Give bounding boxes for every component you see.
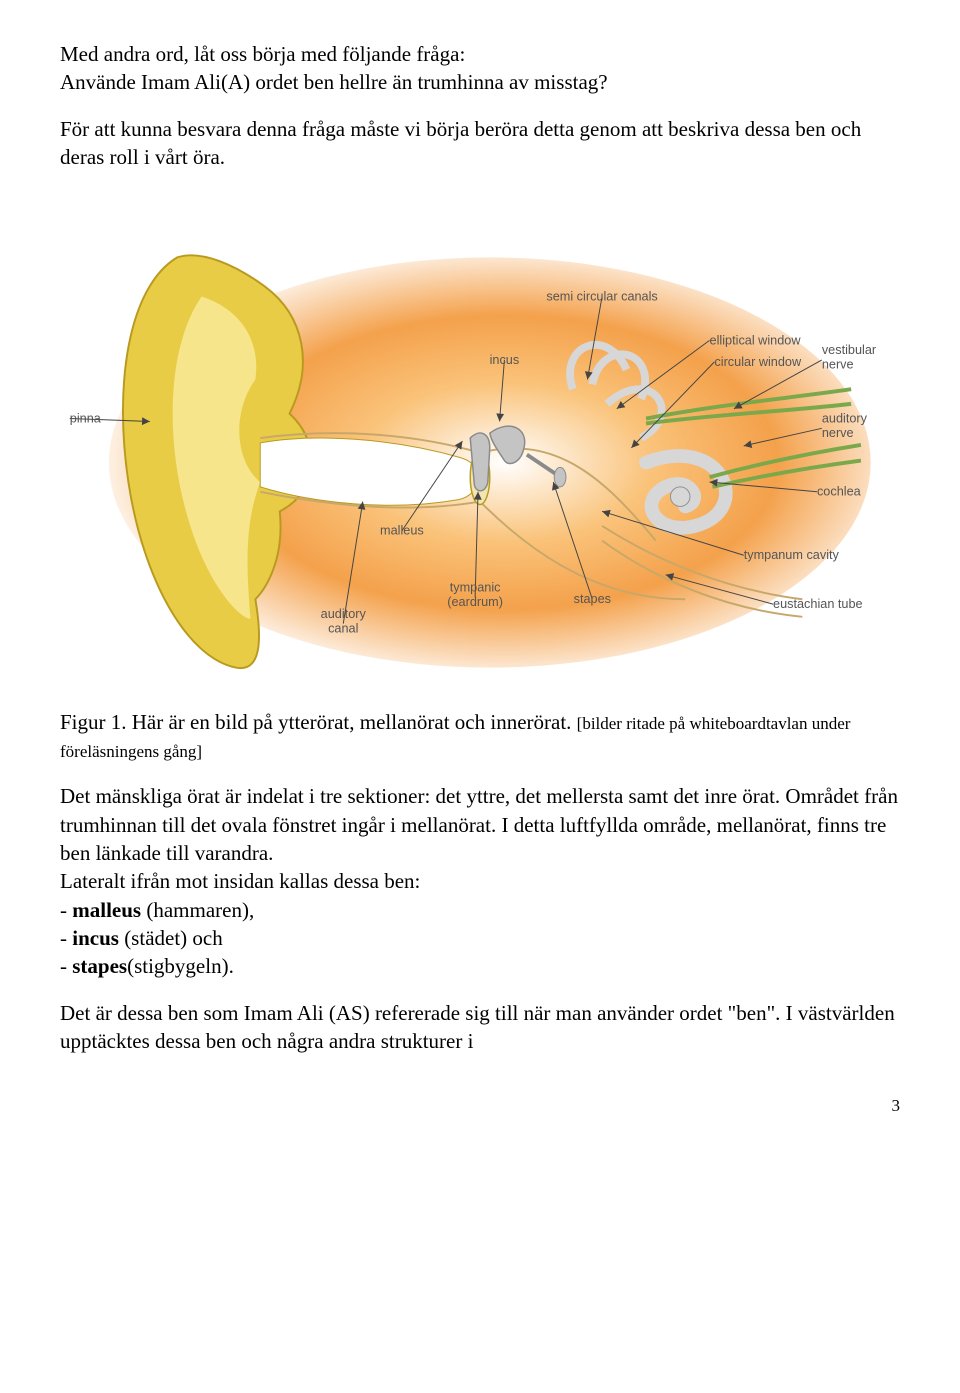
ear-diagram-svg: pinna malleus incus semi circular canals ell… xyxy=(60,189,900,687)
label-ellip: elliptical window xyxy=(710,334,802,348)
bone-item-malleus: - malleus (hammaren), xyxy=(60,896,900,924)
label-circ: circular window xyxy=(714,355,802,369)
label-tymcav: tympanum cavity xyxy=(744,549,840,563)
figure-caption: Figur 1. Här är en bild på ytterörat, me… xyxy=(60,708,900,765)
intro-line-1: Med andra ord, låt oss börja med följand… xyxy=(60,40,900,97)
bone-item-incus: - incus (städet) och xyxy=(60,924,900,952)
label-eust: eustachian tube xyxy=(773,597,863,611)
label-pinna: pinna xyxy=(70,412,102,426)
closing-para: Det är dessa ben som Imam Ali (AS) refer… xyxy=(60,999,900,1056)
page-number: 3 xyxy=(60,1095,900,1118)
label-cochlea: cochlea xyxy=(817,485,862,499)
label-tymmem: tympanic(eardrum) xyxy=(447,581,503,610)
label-incus: incus xyxy=(490,353,520,367)
ear-diagram-figure: pinna malleus incus semi circular canals ell… xyxy=(60,189,900,687)
label-stapes: stapes xyxy=(574,593,611,607)
caption-main: Figur 1. Här är en bild på ytterörat, me… xyxy=(60,710,577,734)
intro-line-2-text: Använde Imam Ali(A) ordet ben hellre än … xyxy=(60,70,608,94)
bone-stapes-name: stapes xyxy=(72,954,127,978)
label-semi: semi circular canals xyxy=(546,290,657,304)
bones-intro: Lateralt ifrån mot insidan kallas dessa … xyxy=(60,867,900,895)
bones-list: - malleus (hammaren), - incus (städet) o… xyxy=(60,896,900,981)
intro-para-2: För att kunna besvara denna fråga måste … xyxy=(60,115,900,172)
bone-item-stapes: - stapes(stigbygeln). xyxy=(60,952,900,980)
bone-malleus-name: malleus xyxy=(72,898,141,922)
intro-line-1-text: Med andra ord, låt oss börja med följand… xyxy=(60,42,465,66)
bone-incus-name: incus xyxy=(72,926,119,950)
label-malleus: malleus xyxy=(380,524,424,538)
anatomy-para: Det mänskliga örat är indelat i tre sekt… xyxy=(60,782,900,867)
